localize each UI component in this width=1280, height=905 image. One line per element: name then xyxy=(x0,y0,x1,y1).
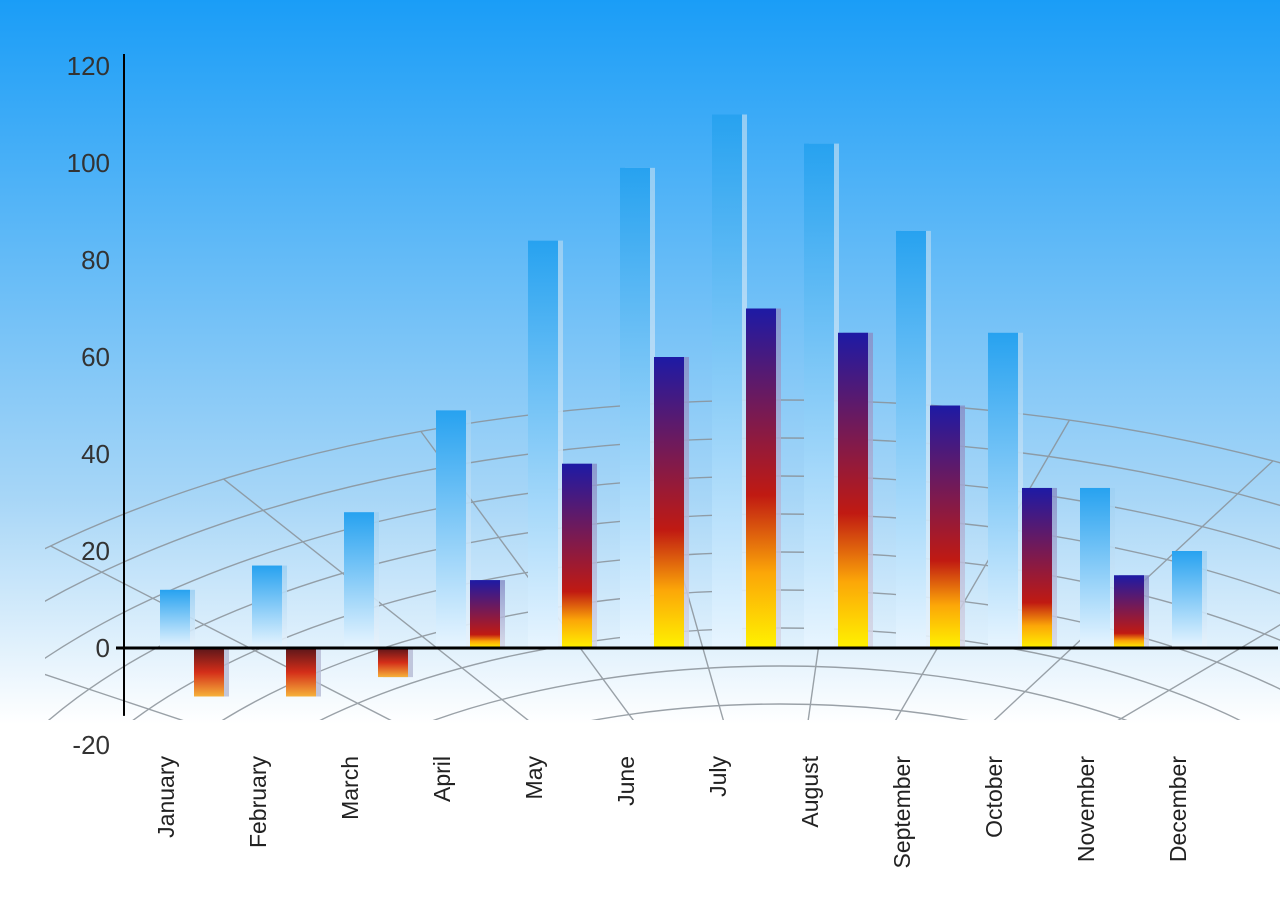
category-label: August xyxy=(797,755,823,827)
bar-primary xyxy=(620,168,650,648)
bar-secondary xyxy=(654,357,684,648)
bar-primary xyxy=(804,144,834,648)
y-tick-label: -20 xyxy=(72,730,110,760)
bar-chart: -20 0 20 40 60 80 100 120 January February March Ap… xyxy=(0,0,1280,905)
category-label: October xyxy=(981,756,1007,838)
bar-primary xyxy=(988,333,1018,648)
bar-primary xyxy=(252,566,282,648)
category-label: February xyxy=(245,756,271,849)
category-label: May xyxy=(521,756,547,800)
bar-secondary xyxy=(838,333,868,648)
bar-secondary xyxy=(378,648,408,677)
bar-primary xyxy=(436,410,466,648)
bar-primary xyxy=(160,590,190,648)
bar-secondary xyxy=(286,648,316,696)
bar-primary xyxy=(344,512,374,648)
bar-primary xyxy=(1080,488,1110,648)
bar-secondary xyxy=(1022,488,1052,648)
chart-stage: -20 0 20 40 60 80 100 120 January February March Ap… xyxy=(0,0,1280,905)
y-tick-label: 80 xyxy=(81,245,110,275)
y-tick-label: 60 xyxy=(81,342,110,372)
bar-secondary xyxy=(1114,575,1144,648)
bar-secondary xyxy=(746,309,776,648)
bar-secondary xyxy=(194,648,224,696)
category-label: June xyxy=(613,756,639,806)
bar-secondary xyxy=(470,580,500,648)
bar-secondary xyxy=(930,406,960,648)
y-tick-label: 120 xyxy=(67,51,110,81)
y-tick-label: 0 xyxy=(96,633,110,663)
category-label: April xyxy=(429,756,455,802)
category-label: November xyxy=(1073,756,1099,862)
y-tick-label: 20 xyxy=(81,536,110,566)
bar-primary xyxy=(712,115,742,648)
bar-primary xyxy=(528,241,558,648)
category-label: March xyxy=(337,756,363,820)
y-tick-label: 100 xyxy=(67,148,110,178)
bar-secondary xyxy=(562,464,592,648)
category-label: January xyxy=(153,756,179,838)
bar-primary xyxy=(896,231,926,648)
y-tick-label: 40 xyxy=(81,439,110,469)
category-label: July xyxy=(705,756,731,797)
category-label: December xyxy=(1165,756,1191,862)
category-label: September xyxy=(889,756,915,869)
bar-primary xyxy=(1172,551,1202,648)
